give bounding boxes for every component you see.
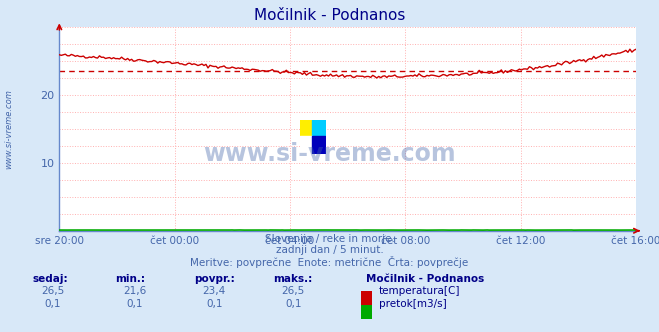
Text: 26,5: 26,5 bbox=[281, 286, 305, 296]
Text: maks.:: maks.: bbox=[273, 274, 313, 284]
Text: zadnji dan / 5 minut.: zadnji dan / 5 minut. bbox=[275, 245, 384, 255]
Text: 0,1: 0,1 bbox=[206, 299, 223, 309]
Text: Slovenija / reke in morje.: Slovenija / reke in morje. bbox=[264, 234, 395, 244]
Text: 23,4: 23,4 bbox=[202, 286, 226, 296]
Text: sedaj:: sedaj: bbox=[33, 274, 69, 284]
Text: pretok[m3/s]: pretok[m3/s] bbox=[379, 299, 447, 309]
Text: 0,1: 0,1 bbox=[44, 299, 61, 309]
Text: 21,6: 21,6 bbox=[123, 286, 147, 296]
Text: Močilnik - Podnanos: Močilnik - Podnanos bbox=[366, 274, 484, 284]
Text: 0,1: 0,1 bbox=[285, 299, 302, 309]
Text: Meritve: povprečne  Enote: metrične  Črta: povprečje: Meritve: povprečne Enote: metrične Črta:… bbox=[190, 256, 469, 268]
Text: temperatura[C]: temperatura[C] bbox=[379, 286, 461, 296]
Text: min.:: min.: bbox=[115, 274, 146, 284]
Text: www.si-vreme.com: www.si-vreme.com bbox=[4, 90, 13, 169]
Text: 0,1: 0,1 bbox=[127, 299, 144, 309]
Text: povpr.:: povpr.: bbox=[194, 274, 235, 284]
Text: Močilnik - Podnanos: Močilnik - Podnanos bbox=[254, 8, 405, 23]
Text: 26,5: 26,5 bbox=[41, 286, 65, 296]
Text: www.si-vreme.com: www.si-vreme.com bbox=[203, 142, 456, 166]
